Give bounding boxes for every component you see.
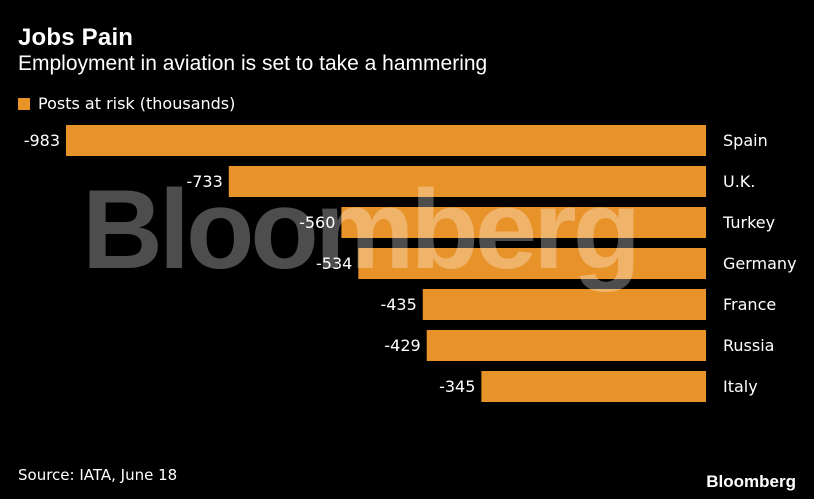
category-label: Italy	[723, 377, 758, 396]
source-note: Source: IATA, June 18	[18, 466, 178, 484]
category-label: U.K.	[723, 172, 755, 191]
bar-italy	[481, 371, 706, 402]
bar-russia	[426, 330, 706, 361]
chart-subtitle: Employment in aviation is set to take a …	[18, 52, 488, 75]
category-label: Germany	[723, 254, 797, 273]
data-label: -560	[299, 213, 335, 232]
bloomberg-logo: Bloomberg	[706, 472, 796, 491]
chart-title: Jobs Pain	[18, 24, 134, 51]
category-label: Turkey	[722, 213, 775, 232]
category-label: Russia	[723, 336, 774, 355]
legend-label: Posts at risk (thousands)	[38, 94, 236, 113]
data-label: -733	[186, 172, 222, 191]
bar-spain	[66, 125, 706, 156]
category-label: France	[723, 295, 776, 314]
bar-germany	[358, 248, 706, 279]
bar-u-k	[228, 166, 707, 197]
bar-france	[422, 289, 706, 320]
category-label: Spain	[723, 131, 768, 150]
data-label: -345	[439, 377, 475, 396]
legend: Posts at risk (thousands)	[18, 94, 235, 113]
data-label: -435	[380, 295, 416, 314]
data-label: -534	[316, 254, 352, 273]
legend-swatch	[18, 97, 30, 110]
data-label: -983	[24, 131, 60, 150]
bar-turkey	[341, 207, 706, 238]
data-label: -429	[384, 336, 420, 355]
